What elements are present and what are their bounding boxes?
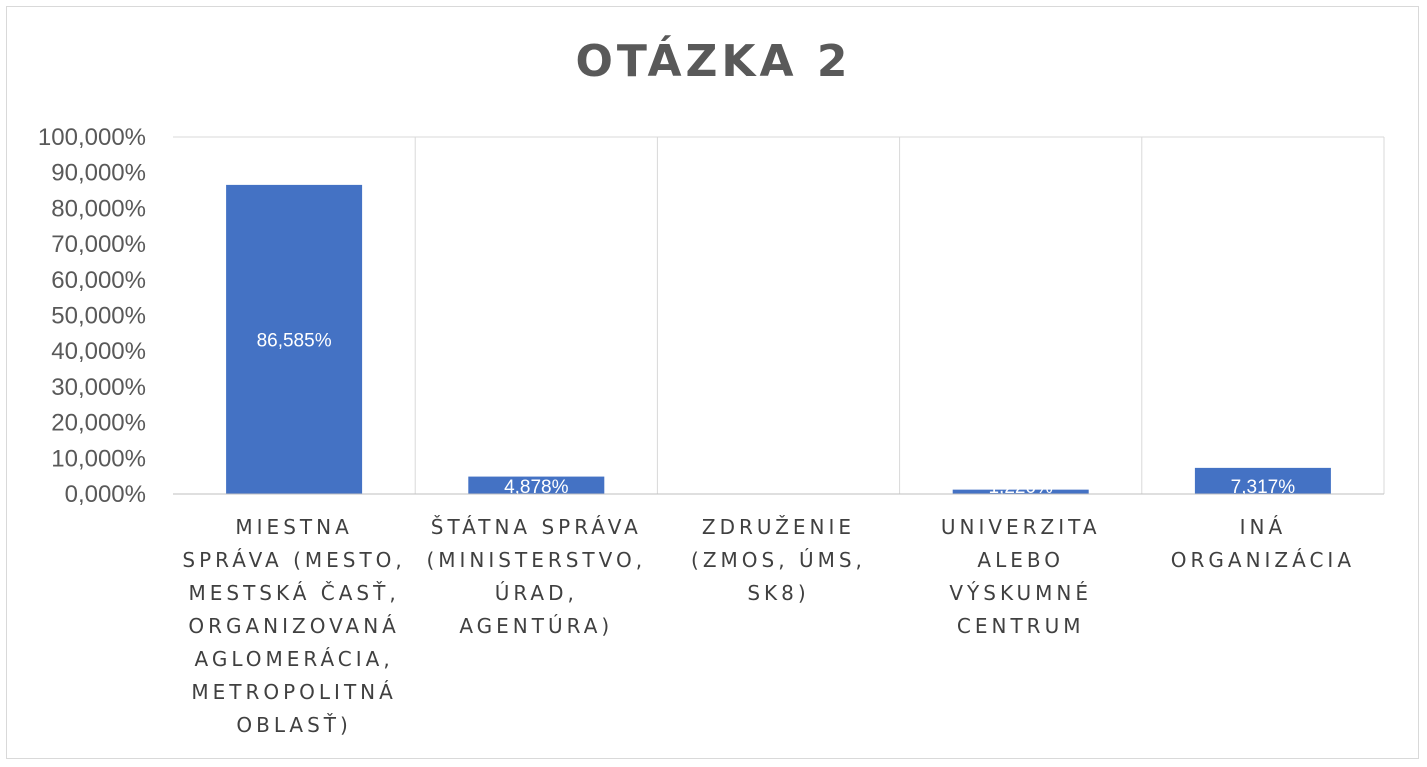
bar xyxy=(952,489,1089,494)
x-tick-label-line: (ZMOS, ÚMS, xyxy=(691,548,866,572)
data-label: 0,000% xyxy=(746,477,811,498)
x-tick-label-line: VÝSKUMNÉ xyxy=(949,581,1093,605)
y-tick-label: 0,000% xyxy=(65,481,146,508)
x-tick-label-line: OBLASŤ) xyxy=(236,713,352,737)
y-tick-label: 60,000% xyxy=(51,267,146,294)
x-tick-label-line: METROPOLITNÁ xyxy=(191,680,397,704)
x-tick-label-line: MESTSKÁ ČASŤ, xyxy=(188,581,400,605)
y-tick-label: 40,000% xyxy=(51,338,146,365)
x-tick-label-line: ZDRUŽENIE xyxy=(701,515,856,539)
x-tick-label-line: SPRÁVA (MESTO, xyxy=(182,548,406,572)
x-tick-label-line: ORGANIZOVANÁ xyxy=(188,614,400,638)
bar xyxy=(1194,467,1331,494)
x-tick-label: ŠTÁTNA SPRÁVA (MINISTERSTVO, ÚRAD, AGENTÚRA… xyxy=(410,511,662,643)
bars xyxy=(226,184,1331,495)
x-tick-label-line: ÚRAD, xyxy=(494,581,578,605)
data-label: 7,317% xyxy=(1231,477,1296,498)
y-tick-label: 20,000% xyxy=(51,410,146,437)
data-label: 86,585% xyxy=(257,330,332,351)
y-tick-label: 100,000% xyxy=(38,124,146,151)
x-tick-label: MIESTNA SPRÁVA (MESTO, MESTSKÁ ČASŤ, ORGANI… xyxy=(168,511,420,742)
y-tick-label: 70,000% xyxy=(51,231,146,258)
x-tick-label-line: MIESTNA xyxy=(235,515,353,539)
y-axis-ticks: 0,000% 10,000% 20,000% 30,000% 40,000% 50,000… xyxy=(38,124,146,508)
y-tick-label: 80,000% xyxy=(51,195,146,222)
x-tick-label-line: SK8) xyxy=(747,581,810,605)
x-tick-label-line: (MINISTERSTVO, xyxy=(426,548,647,572)
x-tick-label-line: AGENTÚRA) xyxy=(459,614,614,638)
bar xyxy=(468,476,605,494)
x-tick-label-line: ŠTÁTNA SPRÁVA xyxy=(430,515,642,539)
chart-title: OTÁZKA 2 xyxy=(575,36,852,87)
data-label: 4,878% xyxy=(504,477,569,498)
x-tick-label: UNIVERZITA ALEBO VÝSKUMNÉ CENTRUM xyxy=(895,511,1147,643)
y-tick-label: 90,000% xyxy=(51,160,146,187)
y-tick-label: 30,000% xyxy=(51,374,146,401)
x-tick-label-line: ORGANIZÁCIA xyxy=(1170,548,1356,572)
x-tick-label-line: CENTRUM xyxy=(956,614,1085,638)
y-tick-label: 10,000% xyxy=(51,445,146,472)
x-tick-label-line: UNIVERZITA xyxy=(940,515,1101,539)
x-tick-label-line: AGLOMERÁCIA, xyxy=(194,647,394,671)
x-tick-label-line: INÁ xyxy=(1239,515,1287,539)
gridlines xyxy=(173,136,1385,494)
x-tick-label: ZDRUŽENIE (ZMOS, ÚMS, SK8) xyxy=(652,511,904,610)
data-labels: 86,585% 4,878% 0,000% 1,220% 7,317% xyxy=(257,330,1296,498)
x-tick-label: INÁ ORGANIZÁCIA xyxy=(1137,511,1389,577)
bar xyxy=(226,184,363,495)
data-label: 1,220% xyxy=(988,477,1053,498)
y-tick-label: 50,000% xyxy=(51,303,146,330)
x-tick-label-line: ALEBO xyxy=(977,548,1064,572)
